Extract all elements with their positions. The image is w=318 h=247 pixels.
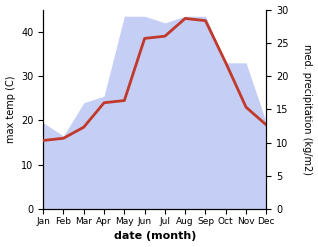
- Y-axis label: med. precipitation (kg/m2): med. precipitation (kg/m2): [302, 44, 313, 175]
- X-axis label: date (month): date (month): [114, 231, 196, 242]
- Y-axis label: max temp (C): max temp (C): [5, 76, 16, 143]
